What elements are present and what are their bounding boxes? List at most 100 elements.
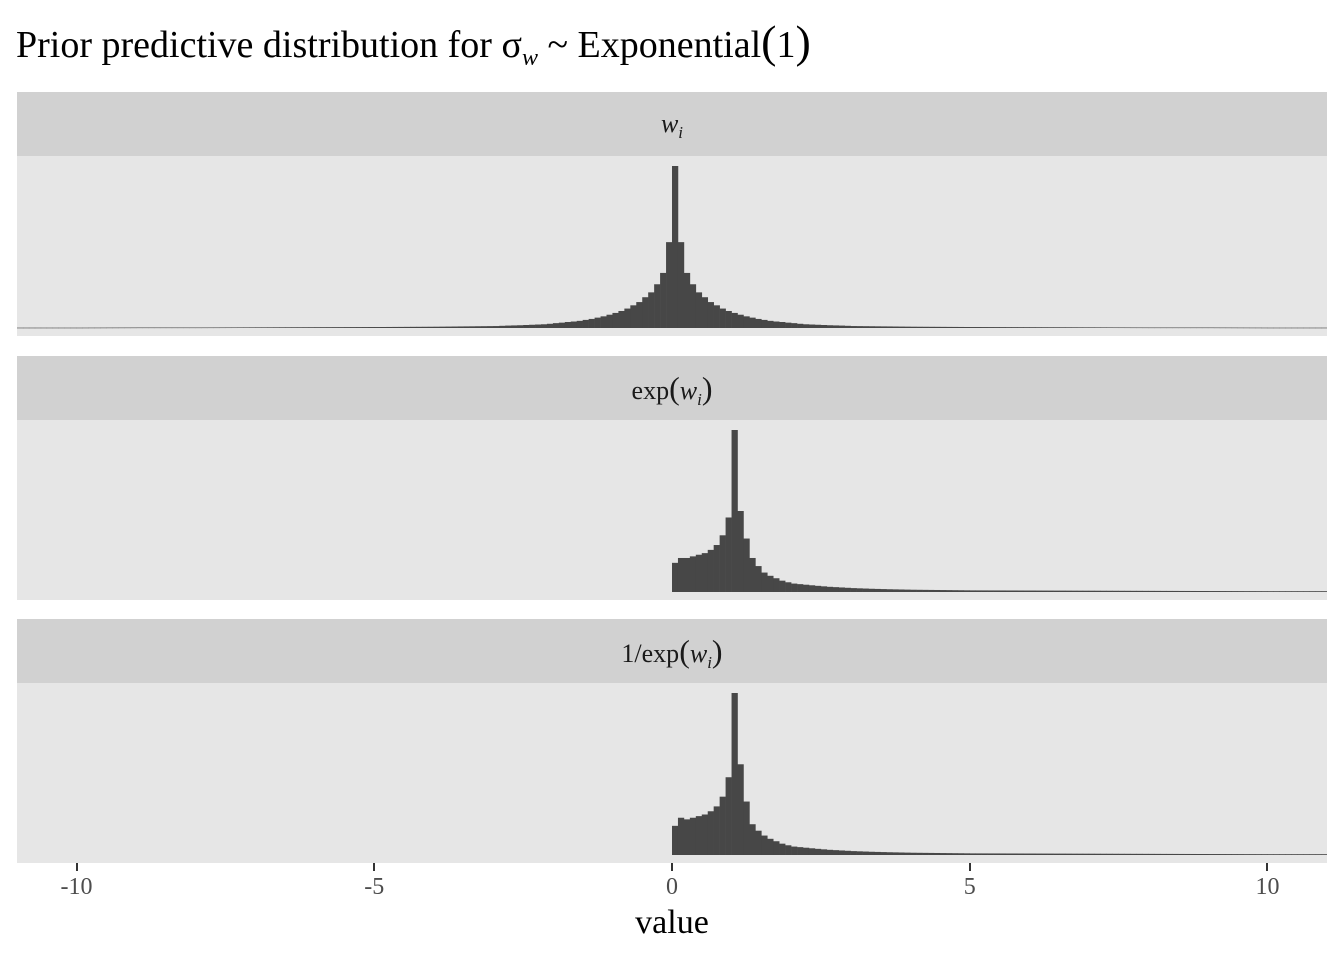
histogram-bar <box>1059 327 1066 328</box>
histogram-bar <box>1136 853 1143 855</box>
histogram-bar <box>1166 327 1173 329</box>
histogram-bar <box>1231 327 1238 329</box>
histogram-bar <box>767 320 774 328</box>
histogram-bar <box>142 327 149 329</box>
facet-panel-2 <box>17 420 1327 600</box>
histogram-bar <box>427 326 435 328</box>
histogram-bar <box>707 549 714 592</box>
histogram-bar <box>1201 854 1209 855</box>
histogram-bar <box>701 297 709 328</box>
histogram-bar <box>433 326 441 328</box>
histogram-bar <box>219 327 226 329</box>
histogram-bar <box>1255 591 1262 592</box>
histogram-bar <box>993 853 1000 855</box>
histogram-bar <box>1082 327 1090 328</box>
histogram-bar <box>898 326 905 328</box>
histogram-bar <box>213 327 220 329</box>
histogram-bar <box>856 326 863 328</box>
histogram-bar <box>743 538 750 592</box>
histogram-bar <box>487 326 494 328</box>
histogram-bar <box>1082 853 1090 855</box>
histogram-bar <box>868 326 875 328</box>
histogram-bar <box>1309 854 1316 855</box>
histogram-bar <box>689 556 697 592</box>
histogram-bar <box>969 853 976 855</box>
histogram-bar <box>1273 591 1280 592</box>
histogram-bar <box>28 327 36 329</box>
histogram-bar <box>862 588 869 592</box>
histogram-bar <box>183 327 190 329</box>
histogram-bar <box>832 850 840 855</box>
histogram-bar <box>1231 854 1238 855</box>
histogram-bar <box>832 587 840 592</box>
histogram-bar <box>666 242 673 328</box>
histogram-bar <box>1321 591 1327 592</box>
histogram-bar <box>1160 590 1167 592</box>
title-mid: ~ Exponential <box>537 24 762 66</box>
histogram-bar <box>34 327 42 329</box>
histogram-bar <box>945 326 953 328</box>
histogram-bar <box>1029 590 1036 592</box>
histogram-bar <box>1017 853 1024 855</box>
histogram-bar <box>1076 327 1084 328</box>
histogram-bar <box>838 850 845 855</box>
histogram-bar <box>1094 853 1102 855</box>
histogram-bar <box>1273 854 1280 855</box>
histogram-bar <box>1297 591 1304 592</box>
histogram-bar <box>713 806 720 855</box>
x-tick-label: 5 <box>963 874 976 900</box>
histogram-bar <box>1267 854 1274 855</box>
histogram-bar <box>1094 327 1102 328</box>
histogram-bar <box>803 324 810 328</box>
histogram-bar <box>1285 854 1292 855</box>
histogram-bar <box>1047 327 1054 328</box>
histogram-bar <box>64 327 71 329</box>
histogram-bar <box>1148 590 1155 592</box>
histogram-bar <box>1261 854 1268 855</box>
histogram-bar <box>1255 327 1262 329</box>
histogram-bar <box>1249 327 1256 329</box>
histogram-bar <box>1112 590 1119 592</box>
histogram-bar <box>725 517 732 592</box>
histogram-bar <box>326 327 333 328</box>
histogram-bar <box>1273 327 1280 329</box>
histogram-bar <box>713 545 720 592</box>
histogram-bar <box>743 801 750 855</box>
x-tick-label: 10 <box>1255 874 1280 900</box>
histogram-bar <box>886 589 893 592</box>
histogram-bar <box>683 557 691 592</box>
histogram-bar <box>892 326 899 328</box>
facet-panel-3 <box>17 683 1327 863</box>
histogram-bar <box>672 825 679 855</box>
histogram-bar <box>1190 590 1197 592</box>
histogram-bar <box>552 323 560 328</box>
histogram-bar <box>1315 327 1322 329</box>
histogram-bar <box>934 326 941 328</box>
histogram-bar <box>386 326 393 328</box>
histogram-bar <box>987 590 994 592</box>
histogram-bar <box>868 851 875 855</box>
histogram-bar <box>814 848 822 855</box>
histogram-bar <box>1059 590 1066 592</box>
histogram-bar <box>999 853 1006 855</box>
histogram-bar <box>124 327 131 329</box>
histogram-bar <box>1047 853 1054 855</box>
histogram-bar <box>392 326 399 328</box>
histogram-bar <box>463 326 470 328</box>
histogram-bar <box>1100 590 1107 592</box>
x-tick-label: 0 <box>666 874 678 900</box>
histogram-bar <box>1041 853 1048 855</box>
histogram-bar <box>1017 327 1024 328</box>
histogram-bar <box>922 589 929 592</box>
histogram-bar <box>130 327 137 329</box>
histogram-bar <box>511 325 518 328</box>
histogram-bar <box>1130 327 1137 329</box>
histogram-bar <box>1285 591 1292 592</box>
histogram-bar <box>916 589 923 592</box>
histogram-bar <box>814 324 822 328</box>
histogram-bar <box>654 284 661 328</box>
x-axis-label: value <box>635 904 709 941</box>
histogram-bar <box>1041 590 1048 592</box>
histogram-bar <box>1070 327 1078 328</box>
histogram-bar <box>70 327 77 329</box>
